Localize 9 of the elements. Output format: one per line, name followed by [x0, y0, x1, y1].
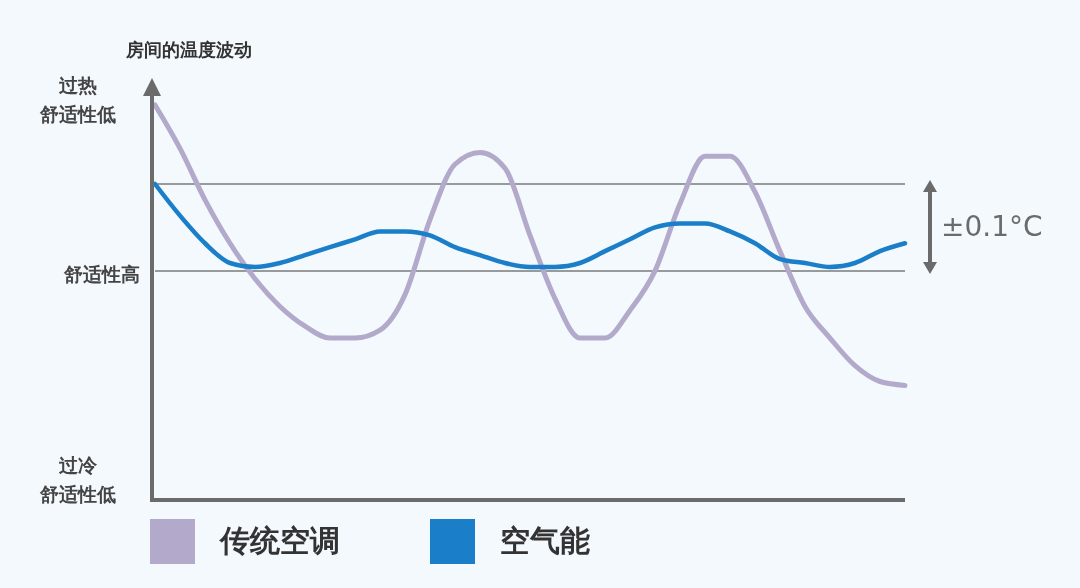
y-axis-title: 房间的温度波动 — [125, 39, 252, 60]
text: 过冷 — [58, 453, 98, 476]
text: 过热 — [58, 73, 97, 96]
text: ±0.1°C — [941, 210, 1043, 243]
text: 舒适性低 — [39, 102, 116, 125]
legend-label: 空气能 — [500, 522, 590, 558]
ref-line-label: 舒适性高 — [63, 263, 140, 286]
text: 舒适性低 — [39, 482, 116, 505]
legend-label: 传统空调 — [219, 522, 340, 558]
